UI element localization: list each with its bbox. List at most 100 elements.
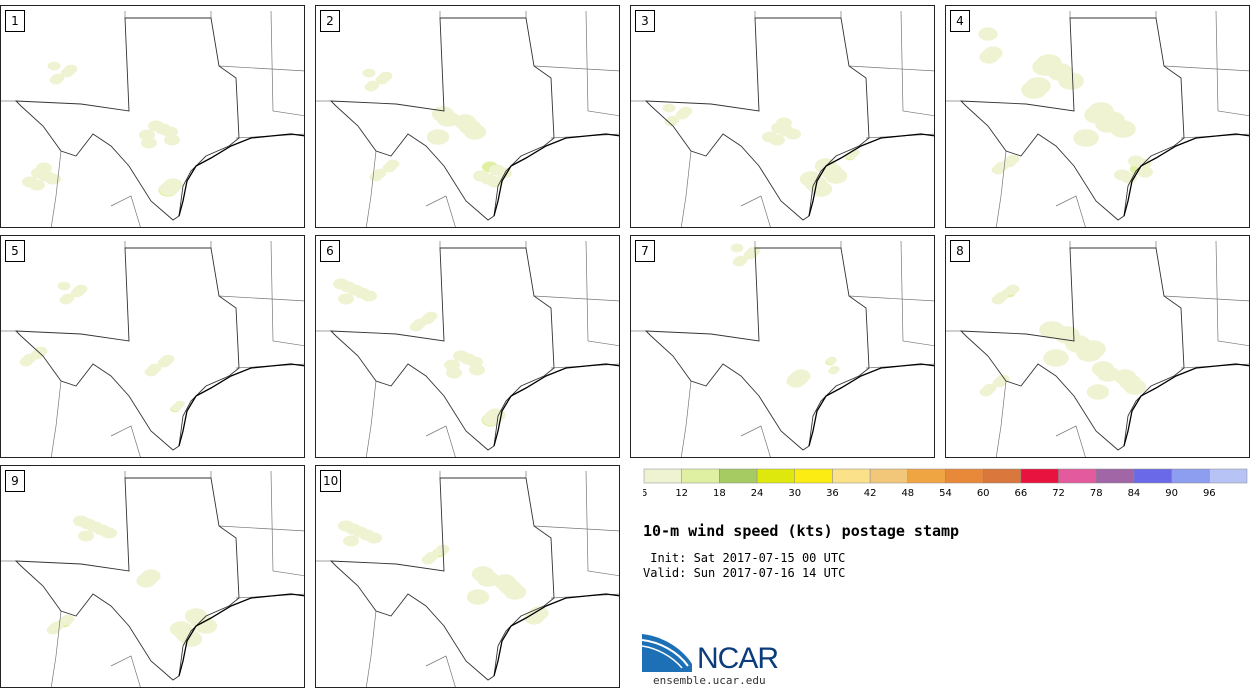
stamp-panel-10: 10 (315, 465, 620, 688)
colorbar-tick-label: 24 (751, 488, 764, 499)
texas-outline (959, 247, 1185, 451)
state-boundary (425, 655, 456, 687)
state-boundary (425, 425, 456, 457)
wind-field-blob (1006, 154, 1020, 164)
state-boundary (270, 240, 304, 347)
wind-field-blob (827, 356, 837, 364)
wind-field-blob (995, 161, 1009, 171)
stamp-panel-1: 1 (0, 5, 305, 228)
wind-field-blob (101, 527, 117, 539)
wind-field-blob (50, 621, 64, 631)
state-boundary (1055, 195, 1086, 227)
member-label-5: 5 (5, 240, 25, 262)
stamp-panel-2: 2 (315, 5, 620, 228)
state-boundary (270, 10, 304, 117)
wind-field-blob (343, 535, 359, 547)
state-boundary (533, 65, 619, 72)
init-time: Init: Sat 2017-07-15 00 UTC (643, 551, 846, 565)
wind-field-blob (29, 179, 45, 191)
wind-field-blob (61, 614, 75, 624)
member-label-10: 10 (320, 470, 342, 492)
gulf-coastline (493, 133, 619, 217)
wind-field-blob (529, 606, 549, 620)
state-boundary (50, 610, 62, 687)
texas-outline (329, 477, 555, 681)
gulf-coastline (178, 133, 304, 217)
wind-field-blob (1080, 340, 1106, 358)
state-boundary (680, 380, 692, 457)
wind-field-blob (1113, 369, 1137, 385)
wind-field-blob (730, 243, 744, 253)
wind-field-blob (169, 621, 193, 637)
wind-field-blob (36, 162, 52, 174)
stamp-map-10 (316, 470, 619, 687)
member-label-7: 7 (635, 240, 655, 262)
state-boundary (533, 295, 619, 302)
texas-outline (959, 17, 1185, 221)
colorbar-tick-label: 78 (1090, 488, 1103, 499)
wind-field-blob (791, 369, 811, 383)
colorbar-swatch (794, 468, 833, 484)
gulf-coastline (178, 593, 304, 677)
state-boundary (50, 380, 62, 457)
wind-field-blob (425, 551, 439, 561)
state-boundary (848, 65, 934, 72)
wind-field-blob (679, 106, 693, 116)
wind-field-blob (983, 383, 997, 393)
colorbar-tick-label: 60 (977, 488, 990, 499)
gulf-coastline (808, 363, 934, 447)
wind-field-blob (373, 168, 387, 178)
texas-outline (14, 477, 240, 681)
wind-field-blob (366, 532, 382, 544)
wind-field-blob (466, 589, 490, 605)
state-boundary (365, 380, 377, 457)
colorbar-swatch (719, 468, 758, 484)
stamp-panel-9: 9 (0, 465, 305, 688)
colorbar-swatch (1209, 468, 1248, 484)
wind-field-blob (431, 106, 455, 122)
state-boundary (585, 470, 619, 577)
wind-field-blob (776, 117, 792, 129)
stamp-panel-6: 6 (315, 235, 620, 458)
wind-field-blob (453, 114, 477, 130)
state-boundary (1055, 425, 1086, 457)
wind-field-blob (426, 129, 450, 145)
stamp-map-6 (316, 240, 619, 457)
site-url[interactable]: ensemble.ucar.edu (653, 674, 766, 687)
wind-field-blob (1086, 384, 1110, 400)
wind-field-blob (747, 246, 761, 256)
state-boundary (848, 295, 934, 302)
chart-title: 10-m wind speed (kts) postage stamp (643, 522, 960, 540)
wind-field-blob (34, 346, 48, 356)
colorbar-swatch (1096, 468, 1135, 484)
valid-time: Valid: Sun 2017-07-16 14 UTC (643, 566, 846, 580)
wind-field-blob (175, 400, 185, 408)
member-label-9: 9 (5, 470, 25, 492)
state-boundary (680, 150, 692, 227)
colorbar-tick-label: 48 (901, 488, 914, 499)
wind-field-blob (61, 293, 75, 303)
state-boundary (110, 425, 141, 457)
state-boundary (900, 10, 934, 117)
wind-field-blob (493, 574, 517, 590)
state-boundary (365, 610, 377, 687)
gulf-coastline (178, 363, 304, 447)
gulf-coastline (1123, 363, 1249, 447)
wind-field-blob (978, 27, 998, 41)
wind-field-blob (1054, 326, 1080, 344)
gulf-coastline (493, 593, 619, 677)
wind-field-blob (662, 103, 676, 113)
state-boundary (270, 470, 304, 577)
stamp-map-4 (946, 10, 1249, 227)
wind-field-blob (666, 115, 680, 125)
wind-field-blob (1043, 349, 1069, 367)
wind-field-blob (161, 354, 175, 364)
gulf-coastline (493, 363, 619, 447)
colorbar-tick-label: 96 (1203, 488, 1216, 499)
stamp-panel-4: 4 (945, 5, 1250, 228)
wind-field-blob (162, 126, 178, 138)
wind-field-blob (413, 318, 427, 328)
wind-field-blob (57, 281, 71, 291)
texas-outline (14, 247, 240, 451)
wind-field-blob (1036, 54, 1062, 72)
